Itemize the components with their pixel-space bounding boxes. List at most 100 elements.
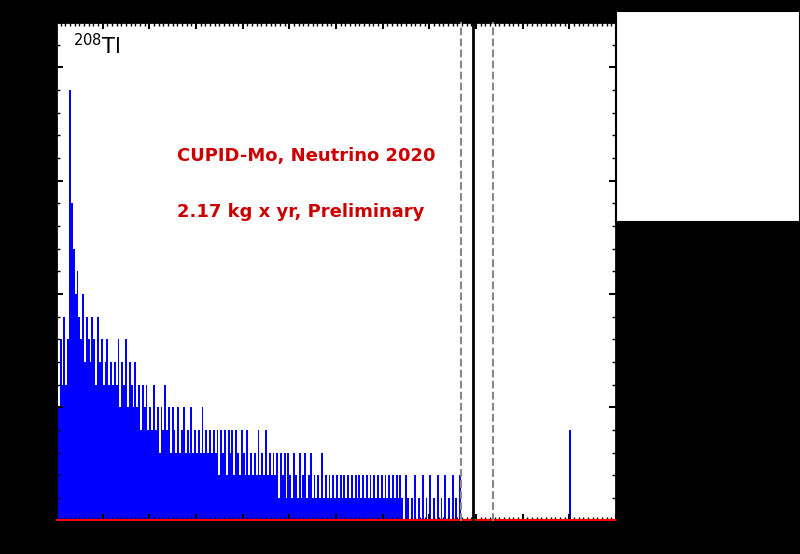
Bar xyxy=(330,498,332,521)
Bar xyxy=(155,430,157,521)
Bar xyxy=(222,453,224,521)
Bar xyxy=(90,362,91,521)
Bar xyxy=(437,475,438,521)
Bar xyxy=(394,498,396,521)
Bar xyxy=(459,475,461,521)
Bar xyxy=(185,453,186,521)
Bar xyxy=(189,453,190,521)
Bar xyxy=(179,453,181,521)
Bar xyxy=(448,498,450,521)
Bar xyxy=(382,498,385,521)
Bar xyxy=(114,362,116,521)
Bar xyxy=(118,340,119,521)
Bar xyxy=(94,340,95,521)
Bar xyxy=(323,498,325,521)
Bar xyxy=(336,475,338,521)
Bar xyxy=(375,498,377,521)
Bar xyxy=(127,407,129,521)
Bar xyxy=(392,475,394,521)
Bar xyxy=(302,475,304,521)
Bar xyxy=(142,385,144,521)
Bar xyxy=(147,430,150,521)
Bar xyxy=(77,271,78,521)
Bar xyxy=(245,475,246,521)
Bar xyxy=(452,475,454,521)
Bar xyxy=(314,475,315,521)
Bar xyxy=(346,498,347,521)
Bar xyxy=(62,385,63,521)
Bar xyxy=(178,407,179,521)
Bar xyxy=(362,475,364,521)
Bar xyxy=(342,498,343,521)
Bar xyxy=(241,430,242,521)
Bar xyxy=(388,475,390,521)
Bar xyxy=(301,498,302,521)
Bar xyxy=(295,475,297,521)
Bar xyxy=(150,407,151,521)
Bar xyxy=(308,475,310,521)
Bar xyxy=(140,430,142,521)
Bar xyxy=(312,498,314,521)
Bar xyxy=(329,475,330,521)
Bar xyxy=(194,430,196,521)
Bar xyxy=(112,385,114,521)
Bar xyxy=(371,498,374,521)
Bar xyxy=(129,362,130,521)
Bar xyxy=(157,407,158,521)
Bar xyxy=(166,430,168,521)
Bar xyxy=(186,430,189,521)
Bar xyxy=(364,498,366,521)
Bar xyxy=(74,294,77,521)
Bar xyxy=(315,498,318,521)
Bar xyxy=(136,407,138,521)
Bar xyxy=(290,475,291,521)
Bar xyxy=(196,453,198,521)
Bar xyxy=(252,475,254,521)
Bar xyxy=(123,385,125,521)
Bar xyxy=(86,317,88,521)
Bar xyxy=(422,475,424,521)
Bar xyxy=(318,475,319,521)
Bar xyxy=(172,407,174,521)
Bar xyxy=(273,453,274,521)
Bar xyxy=(192,453,194,521)
Bar xyxy=(410,498,413,521)
Bar xyxy=(130,385,133,521)
Bar xyxy=(88,340,90,521)
Bar xyxy=(95,385,97,521)
Bar xyxy=(298,453,301,521)
Bar xyxy=(390,498,392,521)
Bar xyxy=(270,475,273,521)
Bar xyxy=(414,475,416,521)
Bar xyxy=(351,475,353,521)
Bar xyxy=(138,385,140,521)
Bar xyxy=(321,453,323,521)
Bar xyxy=(153,385,155,521)
Bar xyxy=(158,453,161,521)
Bar xyxy=(63,317,66,521)
Bar xyxy=(254,453,256,521)
Bar xyxy=(263,475,265,521)
Bar xyxy=(343,475,346,521)
Bar xyxy=(198,430,200,521)
Bar xyxy=(209,430,211,521)
Bar xyxy=(91,317,94,521)
Bar xyxy=(226,475,228,521)
Bar xyxy=(97,317,99,521)
Bar xyxy=(214,453,217,521)
Bar xyxy=(217,430,218,521)
Bar xyxy=(357,498,358,521)
Bar xyxy=(80,340,82,521)
Bar xyxy=(66,385,67,521)
Bar xyxy=(116,385,118,521)
Bar xyxy=(228,430,230,521)
Bar xyxy=(379,498,381,521)
Bar xyxy=(69,90,71,521)
Bar xyxy=(237,453,239,521)
Bar xyxy=(213,430,214,521)
Text: $^{208}$Tl: $^{208}$Tl xyxy=(73,33,120,59)
Bar xyxy=(133,407,134,521)
Bar xyxy=(370,475,371,521)
Bar xyxy=(200,453,202,521)
Bar xyxy=(262,453,263,521)
